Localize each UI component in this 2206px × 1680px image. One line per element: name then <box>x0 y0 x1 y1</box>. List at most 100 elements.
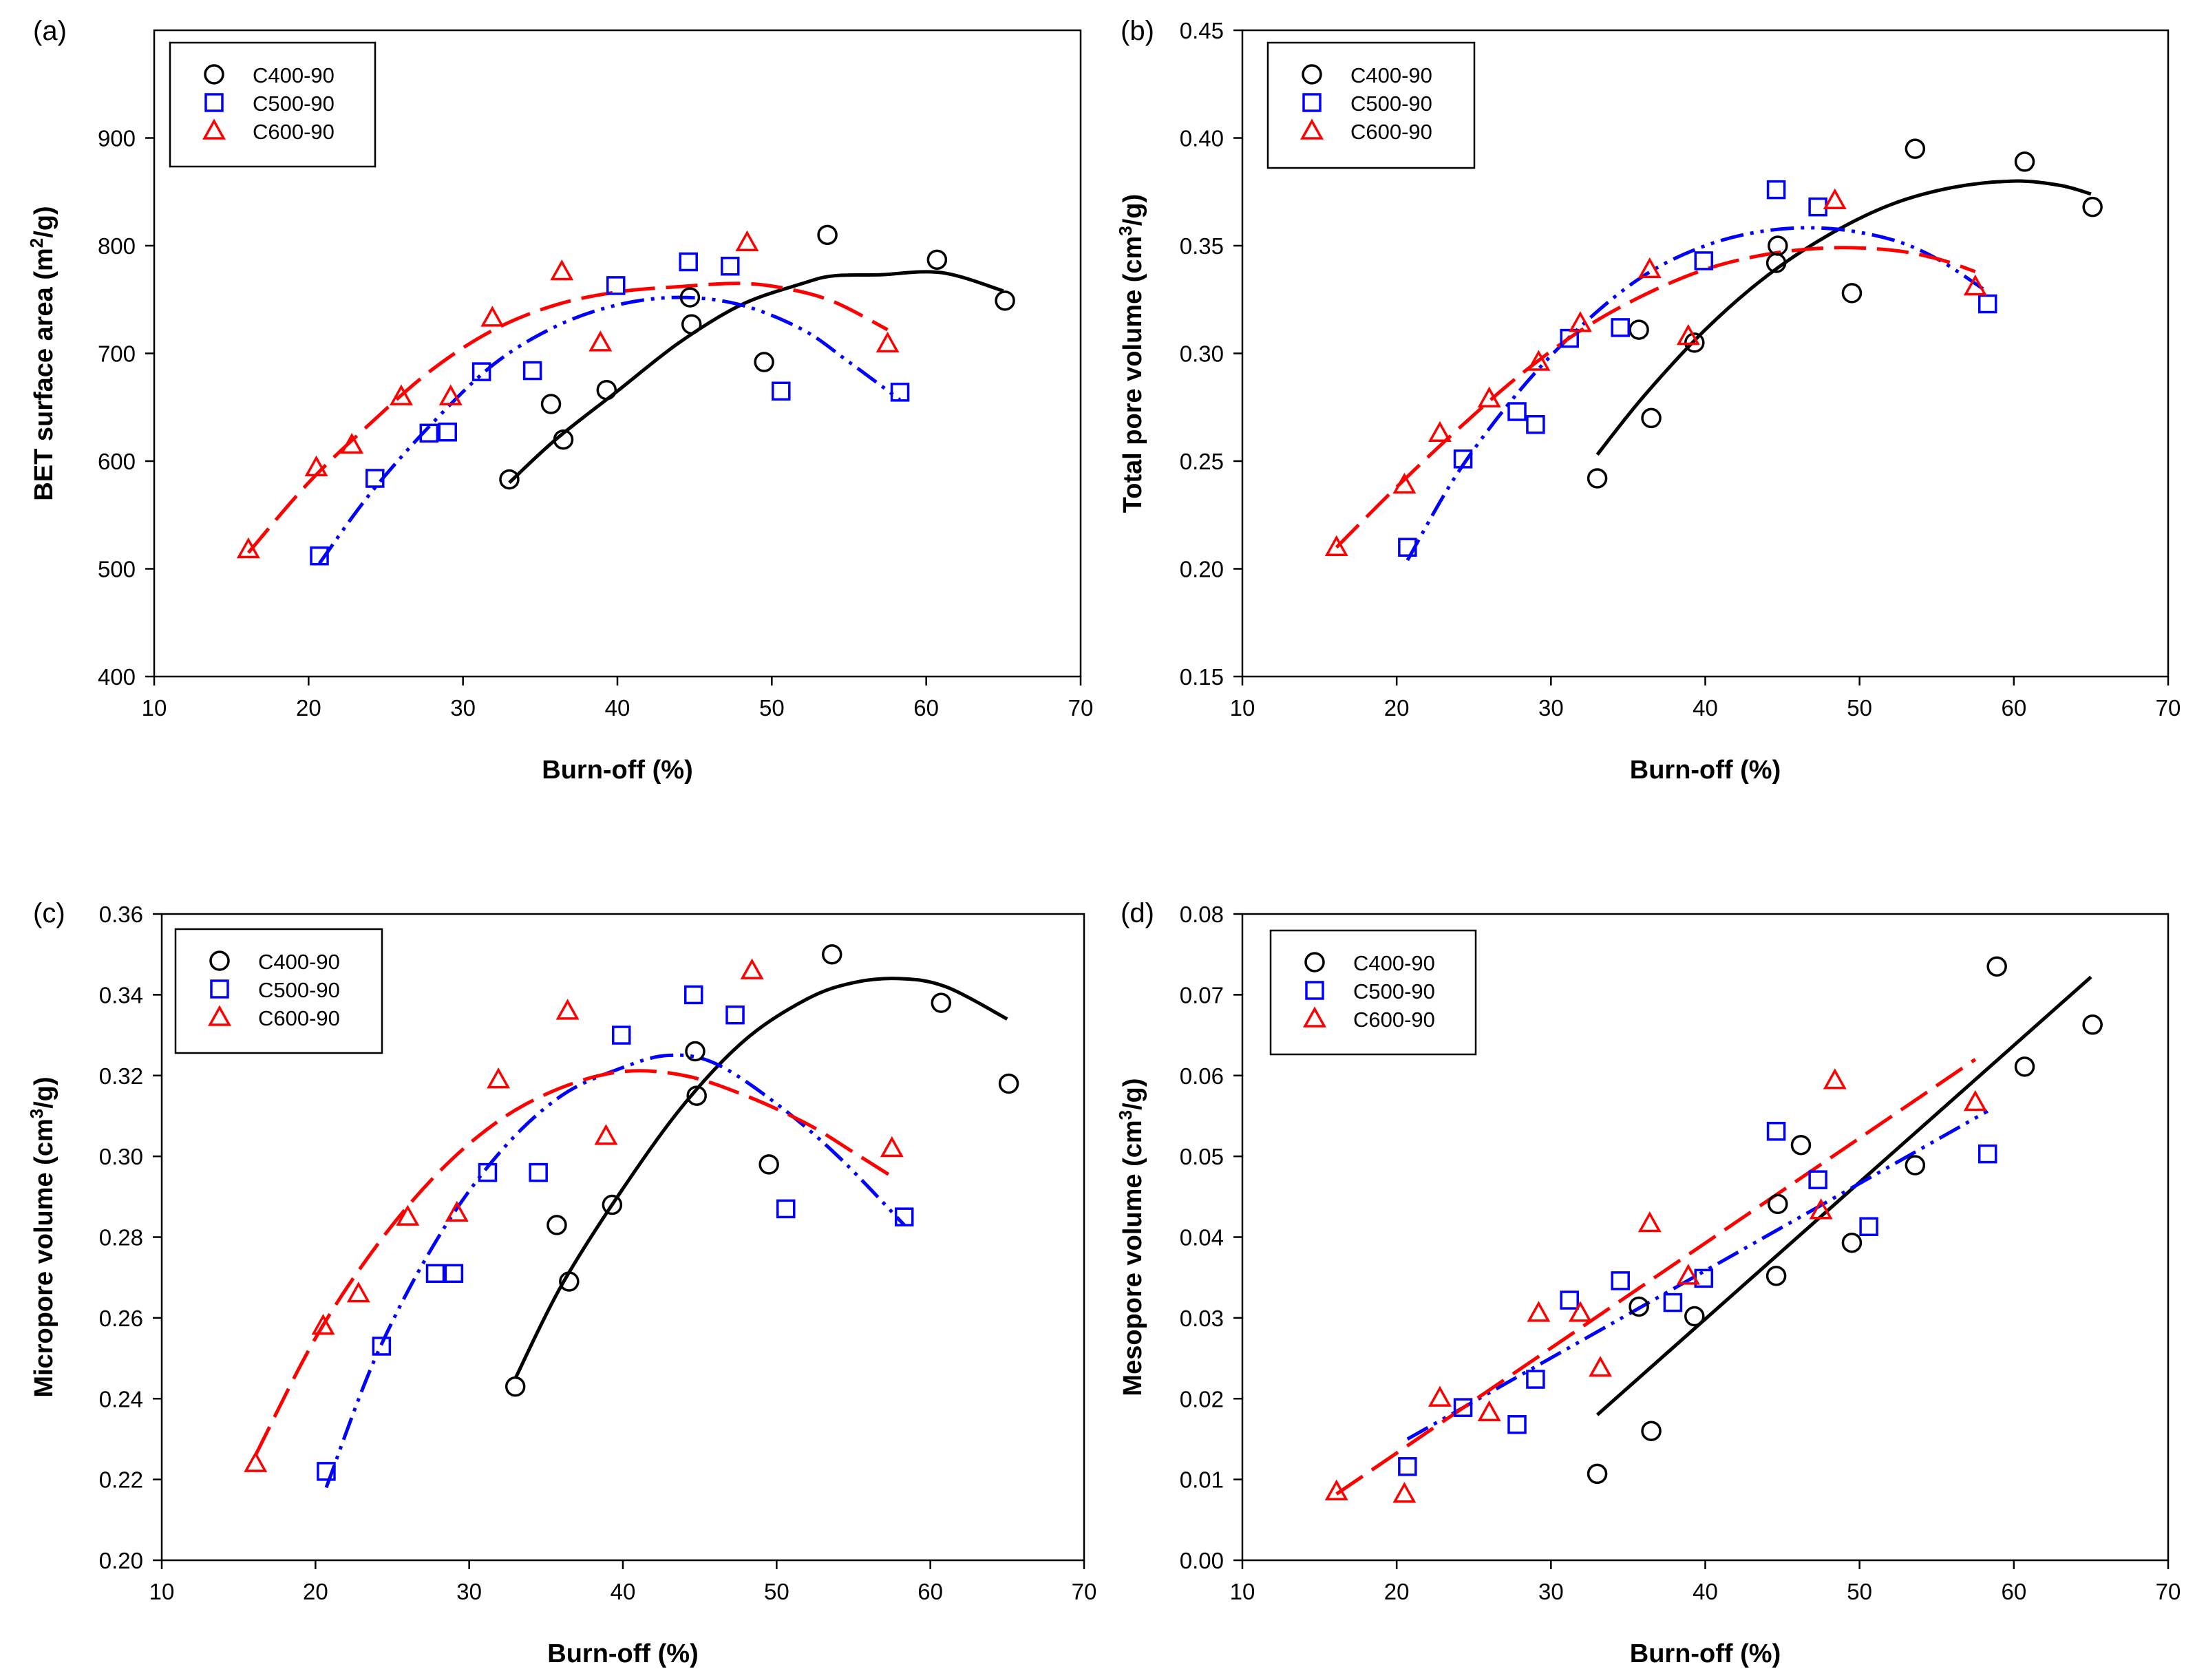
legend-marker <box>1300 118 1324 140</box>
data-point-c500-90 <box>1663 1293 1683 1312</box>
x-tick-label: 30 <box>1538 695 1564 721</box>
y-tick-label: 0.30 <box>1180 341 1224 367</box>
data-point-c500-90 <box>438 422 457 442</box>
data-point-c500-90 <box>1398 1457 1417 1476</box>
x-axis-title: Burn-off (%) <box>542 756 692 785</box>
data-point-c500-90 <box>683 985 703 1005</box>
x-tick-label: 60 <box>2001 695 2026 721</box>
legend-label: C500-90 <box>253 92 335 116</box>
x-tick-label: 60 <box>2001 1579 2026 1604</box>
data-point-c500-90 <box>1507 402 1527 421</box>
legend-marker <box>1305 981 1324 1000</box>
y-tick-label: 0.02 <box>1180 1386 1224 1412</box>
data-point-c400-90 <box>1790 1134 1812 1156</box>
fit-curve-c600-90 <box>1335 1058 1977 1496</box>
x-tick-label: 20 <box>303 1579 328 1604</box>
legend-marker <box>204 93 224 112</box>
fit-curve-c600-90 <box>254 1069 893 1456</box>
data-point-c400-90 <box>2082 196 2103 217</box>
data-point-c500-90 <box>1766 180 1786 200</box>
legend-box <box>169 41 376 168</box>
data-point-c400-90 <box>754 352 774 372</box>
data-point-c400-90 <box>1684 1306 1705 1327</box>
legend-label: C400-90 <box>1350 63 1432 87</box>
data-point-c400-90 <box>679 287 701 308</box>
data-point-c500-90 <box>419 423 439 443</box>
data-point-c500-90 <box>1977 294 1997 314</box>
legend-marker <box>1304 952 1325 972</box>
data-point-c500-90 <box>372 1337 392 1356</box>
data-point-c600-90 <box>1527 350 1551 371</box>
y-tick-label: 0.25 <box>1180 449 1224 474</box>
data-point-c500-90 <box>894 1207 914 1226</box>
data-point-c400-90 <box>499 469 520 490</box>
data-point-c400-90 <box>681 314 702 334</box>
data-point-c600-90 <box>1324 1479 1348 1500</box>
data-point-c600-90 <box>594 1124 618 1145</box>
legend-marker <box>202 118 226 140</box>
y-tick-label: 0.05 <box>1180 1144 1224 1169</box>
data-point-c600-90 <box>740 958 764 979</box>
fit-curve-c500-90 <box>318 295 902 565</box>
data-point-c500-90 <box>529 1162 548 1182</box>
y-tick-label: 0.15 <box>1180 664 1224 690</box>
panel-label: (a) <box>33 16 67 46</box>
data-point-c400-90 <box>547 1215 567 1235</box>
legend-marker <box>1302 93 1322 112</box>
data-point-c500-90 <box>1808 1170 1827 1189</box>
data-point-c600-90 <box>236 537 260 559</box>
data-point-c500-90 <box>612 1025 631 1045</box>
data-point-c500-90 <box>522 361 542 381</box>
data-point-c600-90 <box>244 1451 268 1472</box>
legend-box <box>1269 929 1477 1056</box>
x-tick-label: 50 <box>759 695 785 721</box>
data-point-c400-90 <box>1587 468 1608 489</box>
y-tick-label: 0.26 <box>99 1306 143 1331</box>
data-point-c500-90 <box>1526 415 1545 434</box>
x-axis-title: Burn-off (%) <box>1630 1639 1781 1668</box>
data-point-c400-90 <box>926 249 948 270</box>
data-point-c600-90 <box>1428 1385 1452 1407</box>
x-tick-label: 10 <box>142 695 167 721</box>
data-point-c400-90 <box>2014 1056 2035 1077</box>
data-point-c500-90 <box>1453 1398 1473 1417</box>
data-point-c400-90 <box>995 290 1015 311</box>
data-point-c600-90 <box>1823 1068 1847 1089</box>
data-point-c400-90 <box>931 992 952 1013</box>
y-tick-label: 0.40 <box>1180 126 1224 151</box>
data-point-c600-90 <box>1568 311 1592 332</box>
data-point-c400-90 <box>821 944 842 965</box>
data-point-c600-90 <box>1568 1301 1592 1322</box>
data-point-c400-90 <box>540 394 562 414</box>
data-point-c600-90 <box>438 384 463 405</box>
y-tick-label: 600 <box>98 449 136 474</box>
data-point-c400-90 <box>2014 151 2035 172</box>
x-tick-label: 50 <box>1847 695 1872 721</box>
y-axis-title: Micropore volume (cm3/g) <box>26 1076 59 1397</box>
data-point-c400-90 <box>1905 1155 1926 1176</box>
y-tick-label: 0.32 <box>99 1063 143 1089</box>
data-point-c400-90 <box>1765 253 1787 273</box>
x-tick-label: 60 <box>918 1579 943 1604</box>
data-point-c600-90 <box>480 306 505 327</box>
data-point-c600-90 <box>1392 1482 1417 1503</box>
data-point-c400-90 <box>1641 1421 1662 1441</box>
data-point-c600-90 <box>311 1314 335 1335</box>
data-point-c600-90 <box>1392 472 1417 494</box>
y-tick-label: 0.01 <box>1180 1467 1224 1493</box>
data-point-c500-90 <box>365 469 385 488</box>
data-point-c500-90 <box>478 1162 498 1182</box>
data-point-c400-90 <box>1841 283 1863 304</box>
data-point-c400-90 <box>1641 407 1662 429</box>
data-point-c400-90 <box>1629 319 1649 340</box>
x-tick-label: 70 <box>1068 695 1094 721</box>
data-point-c400-90 <box>685 1041 706 1062</box>
legend-box <box>1266 41 1476 169</box>
y-tick-label: 0.35 <box>1180 233 1224 259</box>
data-point-c500-90 <box>772 381 791 401</box>
data-point-c500-90 <box>1398 538 1417 557</box>
data-point-c600-90 <box>876 331 900 353</box>
legend-marker <box>209 950 230 971</box>
data-point-c600-90 <box>445 1200 469 1222</box>
